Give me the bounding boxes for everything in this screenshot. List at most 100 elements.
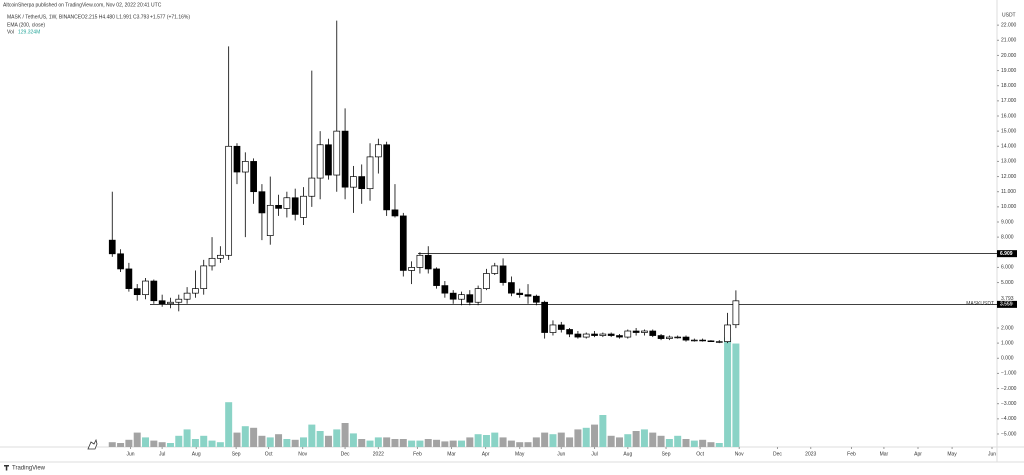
x-tick-label: 2023 <box>805 451 816 457</box>
x-tick-label: Aug <box>192 451 201 457</box>
y-tick-label: 10.000 <box>1001 204 1017 210</box>
x-tick-label: Jun <box>988 451 996 457</box>
candle-body <box>641 330 648 333</box>
volume-bar <box>117 443 125 447</box>
volume-bar <box>557 432 565 447</box>
y-tick-label: −2.000 <box>1001 386 1017 392</box>
volume-bar <box>216 442 224 447</box>
volume-bar <box>732 343 740 447</box>
candle-body <box>241 161 249 173</box>
y-tick-label: 18.000 <box>1001 83 1017 89</box>
candle-body <box>350 176 357 188</box>
volume-bar <box>275 434 283 447</box>
y-tick-label: 0.000 <box>1001 356 1014 362</box>
volume-bar <box>416 440 424 447</box>
x-tick-label: Jun <box>127 451 135 457</box>
candle-body <box>283 197 291 209</box>
x-tick-label: Jul <box>159 451 165 457</box>
volume-bar <box>258 435 266 447</box>
candle-body <box>624 330 632 338</box>
candle-body <box>408 267 415 271</box>
x-tick-label: Dec <box>773 451 782 457</box>
volume-bar <box>324 435 332 447</box>
volume-bar <box>549 434 557 447</box>
volume-bar <box>499 437 507 447</box>
y-tick-label: 6.000 <box>1001 265 1014 271</box>
volume-bar <box>341 423 349 447</box>
volume-bar <box>366 440 374 447</box>
candle-body <box>582 333 590 338</box>
volume-bar <box>682 439 690 447</box>
volume-bar <box>200 435 208 447</box>
logo-mark <box>4 465 9 471</box>
y-tick-label: 5.000 <box>1001 280 1014 286</box>
candle-body <box>707 340 715 343</box>
volume-bar <box>466 437 474 447</box>
candle-body <box>416 254 424 268</box>
y-tick-label: 17.000 <box>1001 98 1017 104</box>
candle-body <box>358 176 366 190</box>
volume-bar <box>449 440 457 447</box>
y-tick-label: 2.000 <box>1001 325 1014 331</box>
candle-body <box>133 288 141 296</box>
y-tick-label: −4.000 <box>1001 416 1017 422</box>
volume-bar <box>225 402 233 447</box>
candle-body <box>125 268 133 289</box>
candle-body <box>483 273 490 289</box>
candle-body <box>333 130 341 176</box>
x-tick-label: Dec <box>341 451 350 457</box>
candle-body <box>217 254 224 259</box>
candle-body <box>541 301 548 333</box>
volume-bar <box>399 439 407 447</box>
candle-body <box>599 333 607 336</box>
candle-body <box>200 265 208 289</box>
candle-body <box>566 329 573 335</box>
candle-body <box>158 300 166 305</box>
x-tick-label: Mar <box>880 451 889 457</box>
candle-body <box>441 285 449 294</box>
y-tick-label: 14.000 <box>1001 144 1017 150</box>
candle-body <box>150 280 158 302</box>
candle-body <box>225 145 233 256</box>
x-tick-label: Nov <box>298 451 307 457</box>
candle-body <box>574 333 582 338</box>
candle-body <box>275 204 282 209</box>
x-tick-label: Apr <box>914 451 922 457</box>
volume-bar <box>358 439 366 447</box>
candle-body <box>266 204 274 236</box>
level-label: 6.909 <box>1000 251 1013 257</box>
candle-body <box>167 301 174 305</box>
symbol: MASK / TetherUS, 1W, BINANCE <box>7 14 82 20</box>
volume-bar <box>474 434 482 447</box>
candle-body <box>557 324 565 330</box>
publisher: AltcoinSherpa published on TradingView.c… <box>3 2 162 8</box>
volume-bar <box>632 431 640 447</box>
candle-body <box>233 145 241 173</box>
volume-bar <box>191 439 199 447</box>
candle-body <box>291 197 299 215</box>
volume-bar <box>699 439 707 447</box>
volume-bar <box>507 440 515 447</box>
candle-body <box>524 294 532 297</box>
countdown: 4d 4h <box>1001 301 1014 307</box>
volume-bar <box>640 429 648 447</box>
candle-body <box>549 324 557 333</box>
x-tick-label: Oct <box>265 451 273 457</box>
volume-bar <box>349 433 357 447</box>
volume-bar <box>624 434 632 447</box>
level-box <box>997 300 1017 308</box>
candle-body <box>649 330 657 336</box>
volume-bar <box>665 439 673 447</box>
candle-body <box>499 265 507 283</box>
candle-body <box>316 144 324 179</box>
volume-bar <box>308 424 316 447</box>
candle-body <box>108 239 116 255</box>
volume-bar <box>133 432 141 447</box>
candle-body <box>391 209 399 217</box>
candle-body <box>657 335 665 339</box>
volume-bar <box>374 437 382 447</box>
volume-bar <box>183 429 191 447</box>
candle-body <box>715 341 723 343</box>
candle-body <box>466 294 474 303</box>
